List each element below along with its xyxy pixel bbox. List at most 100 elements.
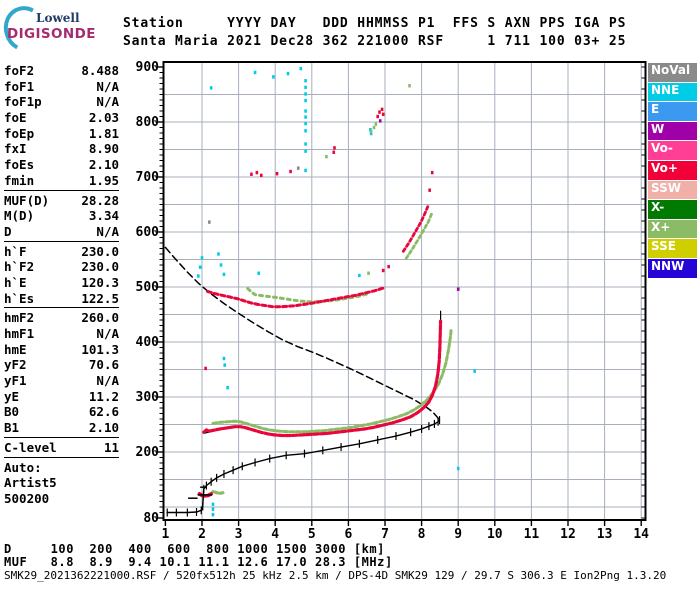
param-label: foF1 [4, 78, 35, 94]
param-label: fxI [4, 141, 27, 157]
echo-point [430, 170, 434, 175]
param-value: 70.6 [88, 357, 119, 373]
true-height-profile [166, 419, 441, 514]
echo-point [378, 110, 381, 114]
param-label: B1 [4, 420, 20, 436]
x-tick-label: 13 [596, 527, 613, 542]
echo-point [332, 150, 336, 154]
param-row: foF1p N/A [4, 94, 119, 110]
x-tick-label: 10 [486, 527, 503, 542]
param-value: 3.34 [88, 208, 119, 224]
echo-point [275, 172, 279, 176]
echo-point [198, 265, 202, 269]
artist-fitted-trace [203, 310, 442, 437]
param-row: M(D) 3.34 [4, 208, 119, 224]
x-tick-label: 7 [381, 527, 389, 542]
param-label: foE [4, 110, 27, 126]
echo-point [222, 356, 226, 361]
echo-point [211, 513, 215, 517]
param-row: yF2 70.6 [4, 357, 119, 373]
logo-lowell-text: Lowell [36, 11, 80, 25]
legend-item-ssw: SSW [648, 180, 697, 200]
x-tick-label: 5 [307, 527, 316, 542]
param-value: 28.28 [81, 192, 119, 208]
param-row: foF1 N/A [4, 79, 119, 95]
echo-point [473, 369, 476, 373]
echo-point [209, 86, 213, 90]
param-label: h`F [4, 243, 27, 259]
distance-scale-row: D 100 200 400 600 800 1000 1500 3000 [km… [4, 542, 385, 556]
param-row: hmF1 N/A [4, 326, 119, 342]
x-tick-label: 8 [417, 527, 426, 542]
param-value: 11.2 [88, 388, 119, 404]
o-asymptote-2F [401, 204, 430, 253]
echo-point [372, 125, 376, 130]
echo-point [428, 188, 431, 192]
param-value: 2.10 [88, 157, 119, 173]
echo-point [304, 98, 307, 103]
param-value: 2.10 [88, 420, 119, 436]
y-tick-label: 700 [135, 169, 159, 185]
param-row: fxI 8.90 [4, 141, 119, 157]
header-column-titles: Station YYYY DAY DDD HHMMSS P1 FFS S AXN… [123, 16, 627, 31]
param-row: Artist5 [4, 475, 119, 491]
echo-point [304, 92, 307, 96]
legend-item-vo: Vo+ [648, 160, 697, 180]
param-row: Auto: [4, 460, 119, 476]
echo-point [304, 109, 307, 113]
echo-point [250, 172, 253, 176]
param-value: 1.81 [88, 125, 119, 141]
echo-point [217, 252, 220, 256]
y-tick-label: 300 [135, 389, 159, 405]
status-line: SMK29_2021362221000.RSF / 520fx512h 25 k… [4, 569, 667, 582]
echo-point [211, 502, 215, 506]
legend-item-noval: NoVal [648, 63, 697, 82]
param-label: M(D) [4, 208, 35, 224]
muf-transmission-curve [164, 246, 441, 422]
echo-point [299, 66, 303, 71]
param-label: C-level [4, 439, 57, 455]
echo-point [304, 149, 307, 153]
param-row: fmin 1.95 [4, 173, 119, 189]
panel-divider [4, 307, 119, 309]
x-trace-Es [211, 490, 225, 495]
echo-point [358, 273, 361, 278]
param-value: N/A [96, 78, 119, 94]
legend-item-nne: NNE [648, 82, 697, 102]
param-value: 230.0 [81, 259, 119, 275]
echo-point [381, 112, 385, 116]
logo-digisonde-text: DIGISONDE [7, 26, 96, 42]
param-label: hmF2 [4, 310, 35, 326]
param-value: 62.6 [88, 404, 119, 420]
param-label: Auto: [4, 459, 42, 475]
echo-point [289, 169, 292, 174]
echo-point [333, 146, 336, 150]
echo-point [222, 272, 226, 277]
param-row: h`F 230.0 [4, 244, 119, 260]
echo-point [304, 85, 307, 90]
param-value: 101.3 [81, 341, 119, 357]
param-value: 2.03 [88, 110, 119, 126]
x-tick-label: 4 [271, 527, 280, 542]
param-row: h`F2 230.0 [4, 259, 119, 275]
echo-point [369, 129, 373, 134]
muf-scale-row: MUF 8.8 8.9 9.4 10.1 11.1 12.6 17.0 28.3… [4, 555, 393, 569]
param-row: foF2 8.488 [4, 63, 119, 79]
param-value: N/A [96, 94, 119, 110]
y-tick-label: 500 [135, 279, 159, 295]
y-tick-label: 600 [135, 224, 159, 240]
echo-point [325, 154, 328, 159]
echo-point [381, 268, 385, 273]
echo-point [304, 79, 307, 83]
echo-point [197, 274, 200, 278]
echo-point [367, 271, 370, 275]
x-tick-label: 11 [523, 527, 540, 542]
param-row: hmE 101.3 [4, 342, 119, 358]
param-row: D N/A [4, 224, 119, 240]
param-row: yF1 N/A [4, 373, 119, 389]
param-row: foEp 1.81 [4, 126, 119, 142]
x-tick-label: 9 [454, 527, 463, 542]
legend-item-w: W [648, 121, 697, 141]
echo-point [456, 287, 460, 291]
param-value: 122.5 [81, 290, 119, 306]
